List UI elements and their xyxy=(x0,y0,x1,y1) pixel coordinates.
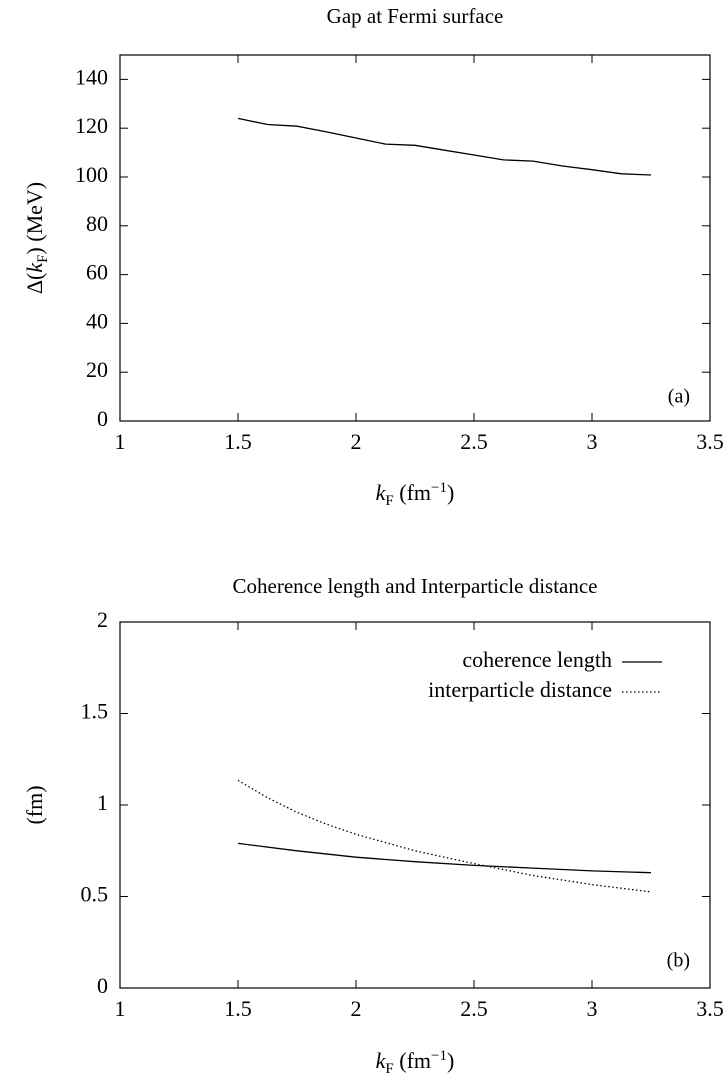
y-tick-label: 40 xyxy=(86,308,108,333)
x-tick-label: 3 xyxy=(587,996,598,1021)
x-tick-label: 2.5 xyxy=(460,429,488,454)
plot-frame xyxy=(119,621,711,989)
x-tick-label: 1 xyxy=(115,429,126,454)
x-tick-label: 3 xyxy=(587,429,598,454)
y-tick-label: 0 xyxy=(97,973,108,998)
x-axis-label: kF (fm−1) xyxy=(376,1048,455,1077)
y-tick-label: 0 xyxy=(97,406,108,431)
panel-label: (a) xyxy=(668,386,690,408)
y-tick-label: 2 xyxy=(97,607,108,632)
x-tick-label: 1 xyxy=(115,996,126,1021)
chart-panel-b: Coherence length and Interparticle dista… xyxy=(22,574,724,1077)
series-line-0 xyxy=(237,117,652,176)
y-tick-label: 20 xyxy=(86,357,108,382)
y-axis-label: Δ(kF) (MeV) xyxy=(22,182,51,294)
x-tick-label: 3.5 xyxy=(696,429,724,454)
y-tick-label: 1.5 xyxy=(81,699,109,724)
legend-label: interparticle distance xyxy=(428,677,612,702)
y-tick-label: 140 xyxy=(75,64,108,89)
y-tick-label: 80 xyxy=(86,211,108,236)
y-tick-label: 0.5 xyxy=(81,882,109,907)
y-tick-label: 60 xyxy=(86,260,108,285)
plot-frame xyxy=(119,54,711,422)
legend-label: coherence length xyxy=(462,647,612,672)
x-tick-label: 1.5 xyxy=(224,996,252,1021)
y-tick-label: 120 xyxy=(75,113,108,138)
y-tick-label: 1 xyxy=(97,790,108,815)
chart-title: Coherence length and Interparticle dista… xyxy=(233,574,598,598)
chart-panel-a: Gap at Fermi surface 1 1.5 2 2.5 3 3.5 0 20 40 60 8… xyxy=(22,4,724,509)
x-tick-label: 3.5 xyxy=(696,996,724,1021)
series-line-coherence-length xyxy=(237,842,652,874)
x-tick-label: 2.5 xyxy=(460,996,488,1021)
chart-title: Gap at Fermi surface xyxy=(327,4,504,28)
x-tick-label: 2 xyxy=(351,996,362,1021)
panel-label: (b) xyxy=(667,950,690,972)
x-tick-label: 1.5 xyxy=(224,429,252,454)
x-tick-label: 2 xyxy=(351,429,362,454)
y-tick-label: 100 xyxy=(75,162,108,187)
x-axis-label: kF (fm−1) xyxy=(376,480,455,509)
y-axis-label: (fm) xyxy=(22,785,47,824)
series-line-interparticle-distance xyxy=(237,779,652,893)
